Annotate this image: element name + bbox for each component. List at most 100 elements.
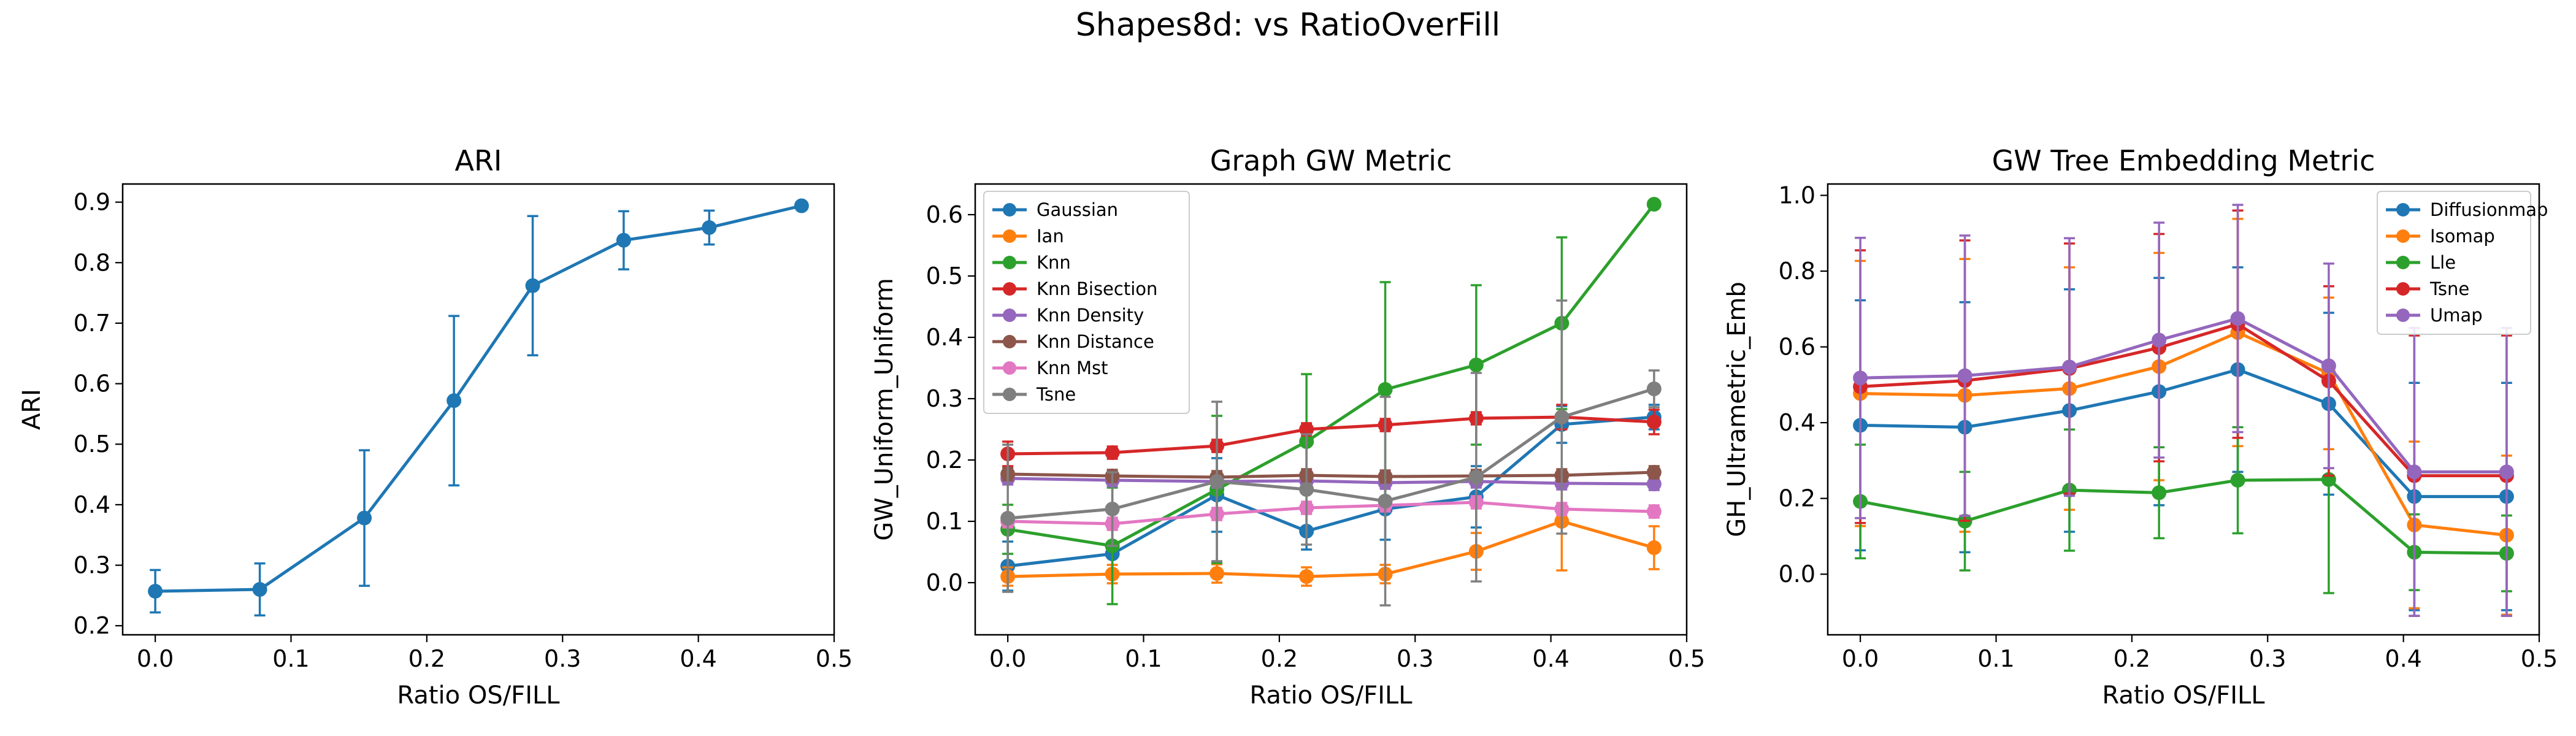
legend-label: Knn: [1037, 252, 1071, 273]
series-tsne: [1000, 299, 1662, 607]
x-tick-label: 0.0: [1842, 645, 1879, 672]
data-point: [2407, 464, 2422, 480]
y-tick-label: 0.6: [1779, 334, 1815, 361]
data-point: [1468, 358, 1484, 372]
series-data: [148, 198, 809, 617]
data-point: [2499, 464, 2514, 480]
legend-item: Knn Distance: [992, 331, 1154, 352]
plot-area: [1000, 197, 1662, 607]
legend-item: Tsne: [992, 384, 1076, 405]
legend-marker: [1003, 335, 1016, 348]
legend-item: Knn Density: [992, 305, 1144, 326]
x-tick-label: 0.1: [1977, 645, 2014, 672]
y-tick-label: 0.4: [926, 324, 963, 351]
y-tick-label: 0.8: [1779, 258, 1815, 285]
data-point: [1105, 502, 1120, 516]
data-point: [2230, 473, 2245, 488]
x-axis-label: Ratio OS/FILL: [397, 681, 560, 710]
y-tick-label: 0.1: [926, 508, 963, 535]
legend-marker: [1003, 282, 1016, 296]
series-line: [1007, 203, 1655, 548]
x-tick-label: 0.4: [680, 645, 716, 672]
legend-marker: [2396, 229, 2410, 243]
chart-panel: ARI 0.0 0.1 0.2 0.3 0.4 0.5 0.2 0.3 0.4 0.5 0.6 0.7 0…: [18, 144, 853, 710]
data-point: [1378, 494, 1393, 508]
legend-label: Knn Bisection: [1037, 278, 1157, 299]
legend-label: Knn Mst: [1037, 358, 1108, 378]
data-point: [1646, 415, 1662, 429]
data-point: [252, 582, 267, 597]
data-point: [1646, 540, 1662, 555]
y-tick-label: 0.6: [926, 201, 963, 228]
y-tick-label: 0.9: [74, 189, 110, 216]
series-line: [1860, 316, 2507, 473]
series-umap: [1853, 204, 2514, 617]
legend-label: Tsne: [1036, 384, 1076, 405]
data-point: [2230, 311, 2245, 326]
x-tick-label: 0.1: [1125, 645, 1162, 672]
series-line: [1860, 478, 2507, 555]
y-tick-label: 0.0: [926, 569, 963, 596]
series-knn-mst: [1000, 495, 1662, 531]
legend-item: Diffusionmap: [2386, 199, 2548, 220]
legend-frame: [2377, 191, 2531, 335]
legend: Diffusionmap Isomap Lle Tsne Umap: [2377, 191, 2548, 335]
legend-marker: [2396, 256, 2410, 269]
data-point: [1646, 381, 1662, 396]
legend-marker: [1003, 229, 1016, 243]
legend-item: Knn Bisection: [992, 278, 1157, 299]
series-line: [1008, 477, 1654, 486]
data-point: [1000, 511, 1016, 526]
legend-label: Isomap: [2430, 226, 2495, 247]
series-ian: [1000, 471, 1662, 587]
y-axis-label: GH_Ultrametric_Emb: [1723, 282, 1751, 537]
series-line: [1860, 322, 2507, 478]
chart-title: ARI: [455, 144, 502, 177]
data-point: [2152, 332, 2167, 348]
data-point: [1299, 482, 1314, 497]
x-tick-label: 0.1: [272, 645, 309, 672]
legend-label: Ian: [1037, 226, 1064, 247]
legend-marker: [1003, 388, 1016, 401]
legend-marker: [1003, 203, 1016, 217]
data-point: [1957, 368, 1972, 383]
x-tick-label: 0.0: [989, 645, 1026, 672]
x-tick-label: 0.2: [1261, 645, 1298, 672]
legend-frame: [983, 191, 1190, 414]
x-tick-label: 0.4: [1532, 645, 1569, 672]
data-point: [2062, 359, 2077, 375]
legend-label: Diffusionmap: [2430, 199, 2548, 220]
legend-marker: [2396, 203, 2410, 217]
x-tick-label: 0.4: [2385, 645, 2421, 672]
legend-label: Umap: [2430, 305, 2483, 326]
legend-marker: [1003, 256, 1016, 269]
legend-item: Lle: [2386, 252, 2456, 273]
y-tick-label: 0.8: [74, 249, 110, 276]
data-point: [1646, 465, 1662, 480]
legend-label: Knn Density: [1037, 305, 1144, 326]
y-axis-label: GW_Uniform_Uniform: [870, 278, 899, 541]
x-tick-label: 0.3: [2249, 645, 2286, 672]
data-point: [616, 232, 631, 248]
y-tick-label: 0.2: [1779, 485, 1815, 512]
data-point: [1299, 422, 1314, 437]
data-point: [1299, 569, 1314, 584]
data-point: [1105, 445, 1120, 460]
legend-marker: [1003, 309, 1016, 322]
x-axis-label: Ratio OS/FILL: [1249, 681, 1413, 710]
legend-item: Tsne: [2386, 278, 2469, 299]
chart-panels: ARI 0.0 0.1 0.2 0.3 0.4 0.5 0.2 0.3 0.4 0.5 0.6 0.7 0…: [18, 144, 2558, 710]
axes-frame: [974, 183, 1688, 636]
series-line: [1860, 331, 2507, 537]
series-line: [1007, 387, 1655, 520]
legend-label: Tsne: [2429, 278, 2469, 299]
series-line: [1007, 415, 1655, 568]
plot-area: [1853, 204, 2514, 617]
data-point: [1209, 474, 1225, 489]
y-tick-label: 0.3: [926, 385, 963, 412]
data-point: [1468, 470, 1484, 485]
axes-frame: [1827, 183, 2540, 636]
x-tick-label: 0.0: [137, 645, 174, 672]
legend-item: Isomap: [2386, 226, 2495, 247]
axes-frame: [121, 183, 835, 636]
